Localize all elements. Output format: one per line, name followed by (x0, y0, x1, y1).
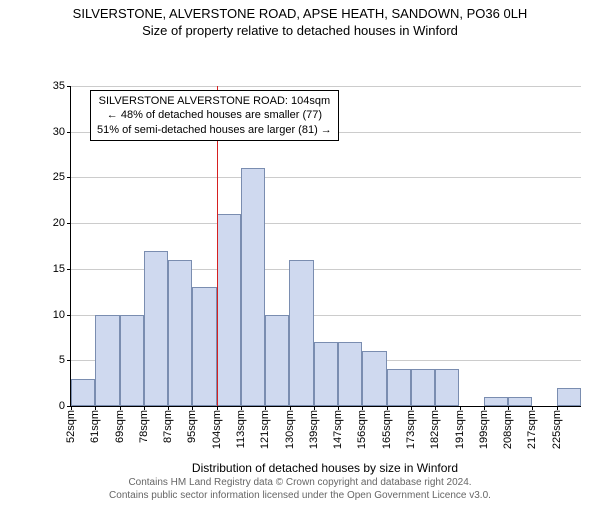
xtick-label: 156sqm (356, 406, 368, 449)
histogram-bar (95, 315, 119, 406)
ytick-label: 10 (53, 309, 71, 321)
histogram-bar (435, 369, 459, 406)
gridline-h (71, 223, 581, 224)
annotation-line3: 51% of semi-detached houses are larger (… (97, 123, 332, 137)
histogram-bar (120, 315, 144, 406)
ytick-label: 35 (53, 80, 71, 92)
xtick-label: 165sqm (381, 406, 393, 449)
histogram-bar (508, 397, 532, 406)
xtick-label: 182sqm (429, 406, 441, 449)
annotation-line2: ← 48% of detached houses are smaller (77… (97, 108, 332, 122)
histogram-bar (192, 287, 216, 406)
gridline-h (71, 177, 581, 178)
histogram-bar (217, 214, 241, 406)
histogram-bar (557, 388, 581, 406)
histogram-bar (265, 315, 289, 406)
xtick-label: 130sqm (284, 406, 296, 449)
xtick-label: 78sqm (138, 406, 150, 443)
xtick-label: 147sqm (332, 406, 344, 449)
annotation-box: SILVERSTONE ALVERSTONE ROAD: 104sqm ← 48… (90, 90, 339, 141)
histogram-bar (314, 342, 338, 406)
xtick-label: 199sqm (478, 406, 490, 449)
xtick-label: 217sqm (526, 406, 538, 449)
histogram-bar (484, 397, 508, 406)
xtick-label: 191sqm (454, 406, 466, 449)
footer-line2: Contains public sector information licen… (0, 490, 600, 503)
histogram-bar (144, 251, 168, 406)
histogram-bar (241, 168, 265, 406)
ytick-label: 30 (53, 126, 71, 138)
histogram-bar (362, 351, 386, 406)
ytick-label: 25 (53, 171, 71, 183)
histogram-bar (71, 379, 95, 406)
chart-title-sub: Size of property relative to detached ho… (0, 23, 600, 38)
ytick-label: 20 (53, 217, 71, 229)
chart-title-main: SILVERSTONE, ALVERSTONE ROAD, APSE HEATH… (0, 6, 600, 21)
xtick-label: 95sqm (186, 406, 198, 443)
footer-line1: Contains HM Land Registry data © Crown c… (0, 477, 600, 490)
gridline-h (71, 86, 581, 87)
histogram-bar (411, 369, 435, 406)
histogram-bar (168, 260, 192, 406)
x-axis-label: Distribution of detached houses by size … (192, 461, 458, 475)
xtick-label: 69sqm (114, 406, 126, 443)
ytick-label: 15 (53, 263, 71, 275)
xtick-label: 104sqm (211, 406, 223, 449)
xtick-label: 225sqm (551, 406, 563, 449)
xtick-label: 139sqm (308, 406, 320, 449)
xtick-label: 208sqm (502, 406, 514, 449)
xtick-label: 173sqm (405, 406, 417, 449)
ytick-label: 5 (59, 354, 71, 366)
xtick-label: 61sqm (89, 406, 101, 443)
chart-area: SILVERSTONE ALVERSTONE ROAD: 104sqm ← 48… (0, 38, 600, 468)
xtick-label: 121sqm (259, 406, 271, 449)
annotation-line1: SILVERSTONE ALVERSTONE ROAD: 104sqm (97, 94, 332, 108)
xtick-label: 87sqm (162, 406, 174, 443)
footer-attribution: Contains HM Land Registry data © Crown c… (0, 477, 600, 502)
xtick-label: 113sqm (235, 406, 247, 448)
histogram-bar (387, 369, 411, 406)
xtick-label: 52sqm (65, 406, 77, 443)
histogram-bar (338, 342, 362, 406)
histogram-bar (289, 260, 313, 406)
